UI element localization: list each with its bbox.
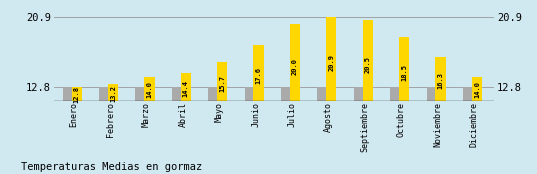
- Text: 20.0: 20.0: [292, 58, 298, 75]
- Text: 17.6: 17.6: [256, 67, 262, 84]
- Bar: [172, 87, 181, 101]
- Text: 12.8: 12.8: [74, 86, 79, 103]
- Bar: [472, 77, 482, 101]
- Text: 14.4: 14.4: [183, 80, 189, 97]
- Text: 20.5: 20.5: [365, 56, 371, 73]
- Bar: [71, 87, 82, 101]
- Bar: [181, 73, 191, 101]
- Bar: [326, 17, 337, 101]
- Bar: [354, 87, 363, 101]
- Text: 14.0: 14.0: [474, 81, 480, 98]
- Bar: [108, 84, 118, 101]
- Bar: [244, 87, 253, 101]
- Bar: [390, 87, 399, 101]
- Bar: [399, 37, 409, 101]
- Text: 16.3: 16.3: [438, 72, 444, 89]
- Bar: [362, 20, 373, 101]
- Text: 13.2: 13.2: [110, 85, 116, 102]
- Bar: [217, 62, 227, 101]
- Bar: [317, 87, 326, 101]
- Bar: [208, 87, 217, 101]
- Bar: [463, 87, 472, 101]
- Bar: [135, 87, 144, 101]
- Text: 15.7: 15.7: [219, 75, 225, 92]
- Bar: [144, 77, 155, 101]
- Bar: [63, 87, 72, 101]
- Text: 14.0: 14.0: [147, 81, 153, 98]
- Bar: [99, 87, 108, 101]
- Bar: [290, 24, 300, 101]
- Text: 20.9: 20.9: [328, 54, 335, 72]
- Bar: [426, 87, 436, 101]
- Text: Temperaturas Medias en gormaz: Temperaturas Medias en gormaz: [21, 162, 203, 172]
- Bar: [436, 57, 446, 101]
- Bar: [281, 87, 290, 101]
- Bar: [253, 45, 264, 101]
- Text: 18.5: 18.5: [401, 64, 407, 81]
